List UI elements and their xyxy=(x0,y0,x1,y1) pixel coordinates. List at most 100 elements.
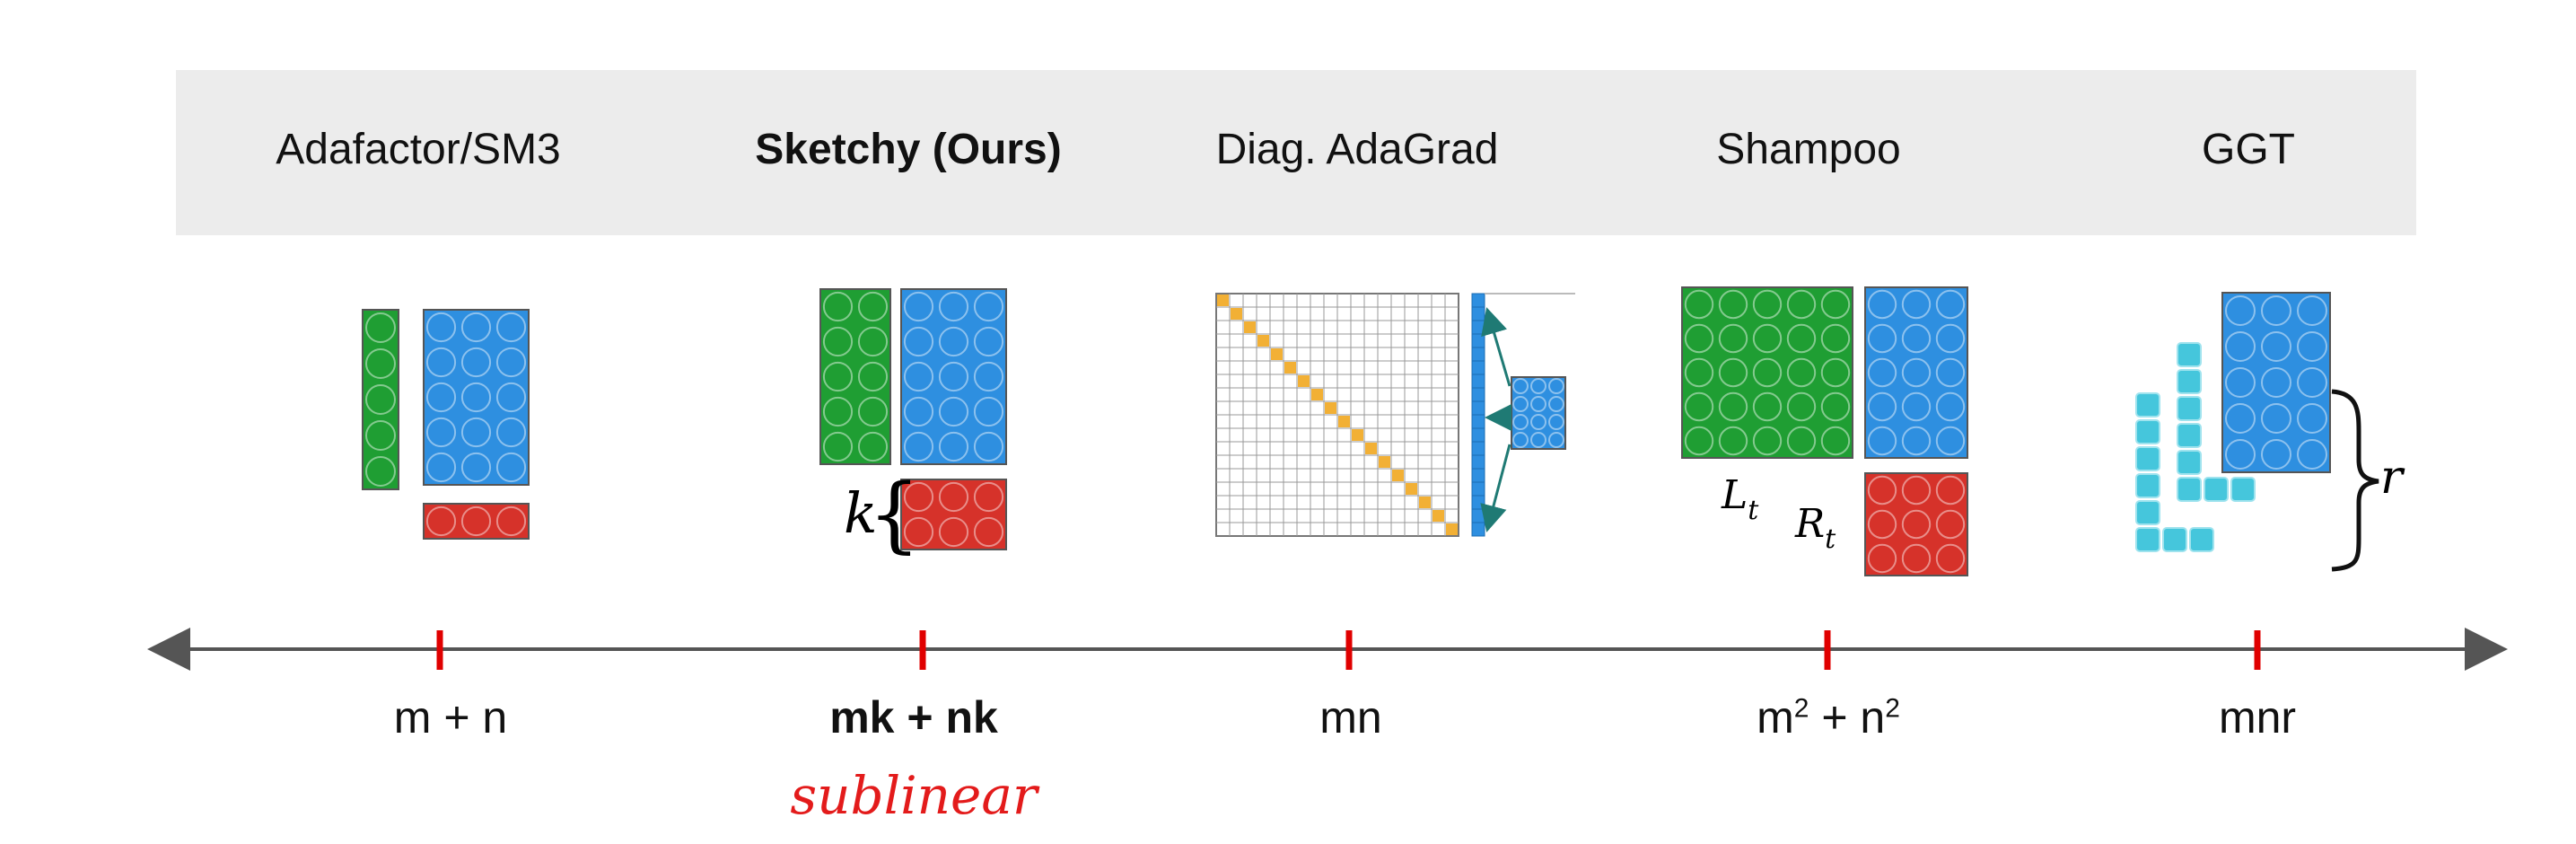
cost-shampoo-exp1: 2 xyxy=(1793,693,1809,724)
ggt-grad-matrix-cell xyxy=(2225,295,2256,326)
adagrad-small-matrix-cell xyxy=(1512,414,1529,430)
rt-label-sub: t xyxy=(1825,523,1836,555)
sketchy-graphic xyxy=(819,288,1007,550)
sketchy-left-sketch-cell xyxy=(857,396,889,427)
adafactor-graphic xyxy=(362,309,530,540)
ggt-history-back xyxy=(2135,392,2214,552)
shampoo-lt-matrix-cell xyxy=(1684,391,1714,422)
adafactor-grad-matrix xyxy=(423,309,530,486)
adagrad-vector-cell xyxy=(1471,454,1485,470)
shampoo-grad-matrix-cell xyxy=(1867,426,1897,456)
adafactor-row-vector-cell xyxy=(365,348,396,379)
shampoo-lt-matrix-cell xyxy=(1820,391,1851,422)
adagrad-diag-cell xyxy=(1257,335,1269,347)
ggt-history-mid-cell xyxy=(2177,369,2202,394)
shampoo-lt-matrix-cell xyxy=(1820,426,1851,456)
rt-label: Rt xyxy=(1794,501,1836,555)
adagrad-small-matrix-cell xyxy=(1530,432,1546,448)
ggt-history-mid-cell xyxy=(2230,477,2256,502)
sketchy-right-sketch xyxy=(900,479,1007,550)
k-brace: { xyxy=(868,466,921,562)
shampoo-lt-matrix-cell xyxy=(1684,426,1714,456)
adagrad-diag-cell xyxy=(1446,523,1458,535)
r-label: r xyxy=(2380,451,2405,505)
ggt-history-mid-cell xyxy=(2177,477,2202,502)
shampoo-rt-matrix-cell xyxy=(1867,543,1897,574)
adafactor-col-vector-cell xyxy=(425,506,457,537)
shampoo-rt-matrix-cell xyxy=(1901,543,1932,574)
method-label-ggt: GGT xyxy=(2202,126,2295,173)
sketchy-grad-matrix xyxy=(900,288,1007,465)
sketchy-right-sketch-cell xyxy=(973,516,1004,548)
adagrad-diag-cell xyxy=(1392,470,1404,481)
adagrad-diag-cell xyxy=(1406,483,1417,495)
ggt-history-mid xyxy=(2177,342,2256,502)
adagrad-diag-cell xyxy=(1352,429,1363,441)
k-label: k xyxy=(844,480,878,546)
cost-sketchy: mk + nk xyxy=(829,692,998,743)
sketchy-grad-matrix-cell xyxy=(903,431,934,462)
lt-label: Lt xyxy=(1721,472,1759,526)
cost-shampoo: m2 + n2 xyxy=(1757,691,1900,743)
adagrad-small-matrix-cell xyxy=(1512,378,1529,394)
adafactor-grad-matrix-cell xyxy=(425,347,457,378)
shampoo-lt-matrix-cell xyxy=(1718,289,1748,320)
shampoo-lt-matrix-cell xyxy=(1786,357,1817,388)
adagrad-vector-cell xyxy=(1471,293,1485,308)
method-label-shampoo: Shampoo xyxy=(1716,126,1901,173)
shampoo-lt-matrix-cell xyxy=(1684,289,1714,320)
lt-label-main: L xyxy=(1721,472,1748,518)
ggt-history-back-cell xyxy=(2135,419,2160,444)
shampoo-rt-matrix xyxy=(1864,472,1968,576)
cost-shampoo-exp2: 2 xyxy=(1885,693,1900,724)
ggt-history-mid-cell xyxy=(2177,450,2202,475)
sketchy-grad-matrix-cell xyxy=(938,291,969,322)
ggt-grad-matrix-cell xyxy=(2297,439,2327,470)
adagrad-diag-cell xyxy=(1365,443,1377,454)
adafactor-grad-matrix-cell xyxy=(425,452,457,483)
ggt-history-back-cell xyxy=(2135,527,2160,552)
adafactor-grad-matrix-cell xyxy=(425,382,457,413)
ggt-history-back-cell xyxy=(2135,392,2160,418)
sketchy-right-sketch-cell xyxy=(938,481,969,513)
adagrad-small-matrix-cell xyxy=(1512,432,1529,448)
adagrad-vector-cell xyxy=(1471,481,1485,497)
adafactor-row-vector-cell xyxy=(365,456,396,487)
ggt-grad-matrix-cell xyxy=(2261,439,2291,470)
adafactor-grad-matrix-cell xyxy=(495,312,527,343)
adagrad-vector-cell xyxy=(1471,508,1485,523)
ggt-grad-matrix xyxy=(2221,292,2331,473)
shampoo-lt-matrix-cell xyxy=(1684,357,1714,388)
sketchy-left-sketch xyxy=(819,288,891,465)
shampoo-lt-matrix-cell xyxy=(1718,357,1748,388)
ggt-history-back-cell xyxy=(2135,446,2160,471)
shampoo-lt-matrix-cell xyxy=(1786,289,1817,320)
shampoo-lt-matrix-cell xyxy=(1752,323,1783,354)
sketchy-grad-matrix-cell xyxy=(938,396,969,427)
shampoo-grad-matrix-cell xyxy=(1935,289,1966,320)
adagrad-vector-cell xyxy=(1471,347,1485,362)
shampoo-grad-matrix-cell xyxy=(1935,357,1966,388)
method-label-sketchy: Sketchy (Ours) xyxy=(755,126,1062,173)
adafactor-grad-matrix-cell xyxy=(460,382,492,413)
rt-label-main: R xyxy=(1794,501,1825,547)
method-header-band xyxy=(176,70,2416,235)
adagrad-small-matrix-cell xyxy=(1512,396,1529,412)
adagrad-vector-cell xyxy=(1471,522,1485,537)
sketchy-right-sketch-cell xyxy=(973,481,1004,513)
cost-shampoo-m: m xyxy=(1757,692,1794,743)
ggt-grad-matrix-cell xyxy=(2297,403,2327,434)
adagrad-diag-cell xyxy=(1325,402,1336,414)
shampoo-lt-matrix-cell xyxy=(1786,323,1817,354)
adagrad-diag-cell xyxy=(1244,321,1256,333)
shampoo-lt-matrix-cell xyxy=(1718,323,1748,354)
adagrad-small-matrix-cell xyxy=(1548,414,1564,430)
sketchy-left-sketch-cell xyxy=(857,291,889,322)
shampoo-grad-matrix-cell xyxy=(1867,323,1897,354)
ggt-graphic xyxy=(2135,292,2331,552)
shampoo-lt-matrix-cell xyxy=(1718,391,1748,422)
ggt-grad-matrix-cell xyxy=(2297,295,2327,326)
sketchy-left-sketch-cell xyxy=(822,326,854,357)
ggt-history-back-cell xyxy=(2135,473,2160,498)
